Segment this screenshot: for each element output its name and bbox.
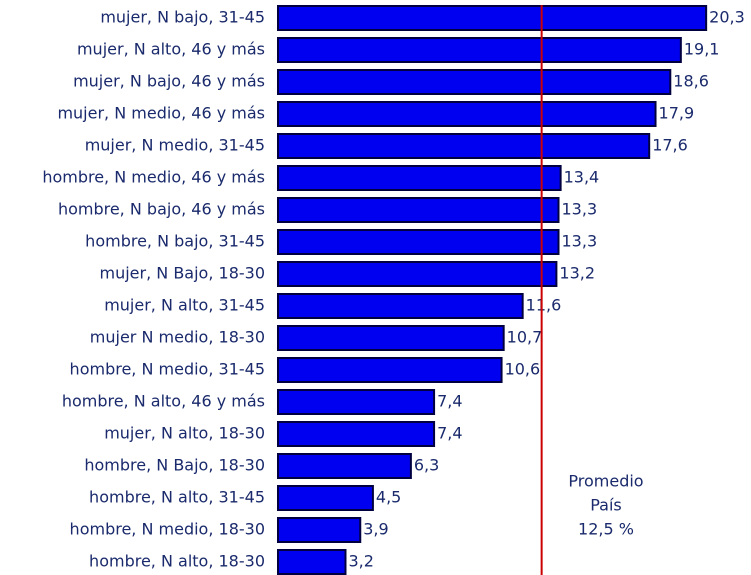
bar	[277, 517, 362, 543]
category-label: mujer, N alto, 46 y más	[77, 40, 265, 59]
category-label: mujer, N bajo, 46 y más	[73, 72, 265, 91]
value-label: 4,5	[376, 488, 401, 507]
category-label: mujer, N alto, 18-30	[104, 424, 265, 443]
value-label: 3,9	[363, 520, 388, 539]
category-label: mujer, N Bajo, 18-30	[100, 264, 266, 283]
value-label: 13,2	[559, 264, 595, 283]
value-label: 13,3	[562, 200, 598, 219]
value-label: 17,6	[652, 136, 688, 155]
category-label: mujer, N medio, 31-45	[85, 136, 265, 155]
category-label: hombre, N medio, 31-45	[70, 360, 265, 379]
value-label: 11,6	[526, 296, 562, 315]
bar	[277, 357, 503, 383]
bar	[277, 453, 412, 479]
value-label: 13,4	[564, 168, 600, 187]
bar	[277, 549, 347, 575]
value-label: 18,6	[673, 72, 709, 91]
category-label: mujer, N bajo, 31-45	[100, 8, 265, 27]
bar	[277, 261, 558, 287]
category-label: hombre, N Bajo, 18-30	[84, 456, 265, 475]
category-label: hombre, N medio, 46 y más	[42, 168, 265, 187]
bar	[277, 5, 708, 31]
bar	[277, 37, 682, 63]
bar	[277, 165, 562, 191]
bar	[277, 389, 436, 415]
value-label: 20,3	[709, 8, 745, 27]
category-label: mujer, N alto, 31-45	[104, 296, 265, 315]
bar	[277, 197, 560, 223]
bar	[277, 101, 657, 127]
value-label: 10,7	[507, 328, 543, 347]
value-label: 19,1	[684, 40, 720, 59]
category-label: mujer, N medio, 46 y más	[57, 104, 265, 123]
value-label: 6,3	[414, 456, 439, 475]
reference-label: Promedio	[568, 472, 643, 491]
bar	[277, 133, 651, 159]
category-label: hombre, N alto, 46 y más	[62, 392, 265, 411]
category-label: hombre, N bajo, 31-45	[85, 232, 265, 251]
value-label: 10,6	[505, 360, 541, 379]
bar	[277, 421, 436, 447]
value-label: 3,2	[348, 552, 373, 571]
bar	[277, 325, 505, 351]
category-label: mujer N medio, 18-30	[90, 328, 265, 347]
value-label: 7,4	[437, 392, 462, 411]
value-label: 7,4	[437, 424, 462, 443]
bar	[277, 293, 524, 319]
bar	[277, 69, 672, 95]
reference-label: 12,5 %	[578, 520, 634, 539]
bar	[277, 229, 560, 255]
value-label: 13,3	[562, 232, 598, 251]
category-label: hombre, N alto, 18-30	[89, 552, 265, 571]
bar	[277, 485, 374, 511]
category-label: hombre, N medio, 18-30	[70, 520, 265, 539]
value-label: 17,9	[659, 104, 695, 123]
category-label: hombre, N bajo, 46 y más	[58, 200, 265, 219]
reference-label: País	[590, 496, 622, 515]
category-label: hombre, N alto, 31-45	[89, 488, 265, 507]
